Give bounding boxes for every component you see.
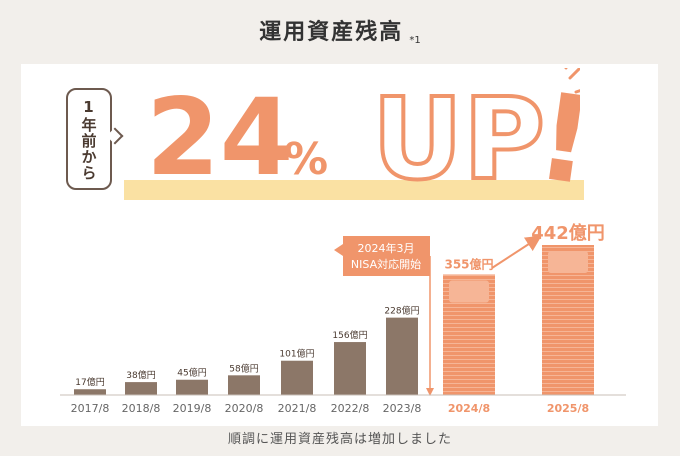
card-icon	[449, 280, 489, 303]
bar-2017-8	[74, 389, 106, 395]
tick-label-2025-8: 2025/8	[547, 402, 589, 415]
headline-word: UP	[372, 75, 545, 198]
annotation-flag-tip	[334, 244, 343, 256]
title-text: 運用資産残高	[259, 20, 404, 45]
title-footnote-mark: *1	[409, 35, 421, 46]
bar-2019-8	[176, 379, 208, 395]
bars-group	[74, 245, 594, 395]
value-label-2024-8: 355億円	[444, 257, 493, 272]
tick-label-2019-8: 2019/8	[173, 402, 212, 415]
tick-label-2022-8: 2022/8	[331, 402, 370, 415]
sparkle-lines	[564, 68, 580, 94]
headline-highlight	[124, 180, 584, 200]
tick-label-2021-8: 2021/8	[278, 402, 317, 415]
tick-label-2018-8: 2018/8	[122, 402, 161, 415]
tick-label-2017-8: 2017/8	[71, 402, 110, 415]
value-label-2020-8: 58億円	[229, 362, 258, 374]
value-label-2023-8: 228億円	[384, 305, 419, 317]
annotation-pointer-arrow	[426, 388, 434, 396]
nisa-annotation: 2024年3月 NISA対応開始	[334, 236, 434, 396]
card-icon	[548, 251, 588, 273]
headline-percent: %	[284, 134, 328, 185]
tick-label-2020-8: 2020/8	[225, 402, 264, 415]
speech-bubble: 1年前から	[66, 88, 112, 190]
annotation-line-1: 2024年3月	[358, 241, 415, 255]
bar-2022-8	[334, 342, 366, 395]
bar-2021-8	[281, 360, 313, 395]
bar-2018-8	[125, 382, 157, 395]
annotation-box	[343, 236, 430, 276]
value-label-2022-8: 156億円	[332, 329, 367, 341]
tick-label-2023-8: 2023/8	[383, 402, 422, 415]
headline-number: 24	[146, 76, 294, 198]
value-label-2021-8: 101億円	[279, 348, 314, 360]
value-labels-group: 17億円 38億円 45億円 58億円 101億円 156億円 228億円 355億円 442億…	[75, 222, 605, 388]
tick-label-2024-8: 2024/8	[448, 402, 490, 415]
speech-bubble-text: 1年前から	[79, 97, 98, 181]
page-title: 運用資産残高 *1	[0, 14, 680, 46]
footnote: 順調に運用資産残高は増加しました	[227, 432, 452, 447]
bar-2020-8	[228, 375, 260, 395]
bar-2023-8	[386, 317, 418, 395]
headline-graphic: 24 % UP !	[146, 68, 580, 198]
value-label-2019-8: 45億円	[177, 367, 206, 379]
tick-labels-group: 2017/8 2018/8 2019/8 2020/8 2021/8 2022/8 2023…	[71, 402, 590, 415]
growth-arrow	[491, 235, 542, 269]
annotation-line-2: NISA対応開始	[351, 257, 421, 271]
value-label-2017-8: 17億円	[75, 376, 104, 388]
value-label-2018-8: 38億円	[126, 369, 155, 381]
value-label-2025-8: 442億円	[531, 222, 605, 244]
